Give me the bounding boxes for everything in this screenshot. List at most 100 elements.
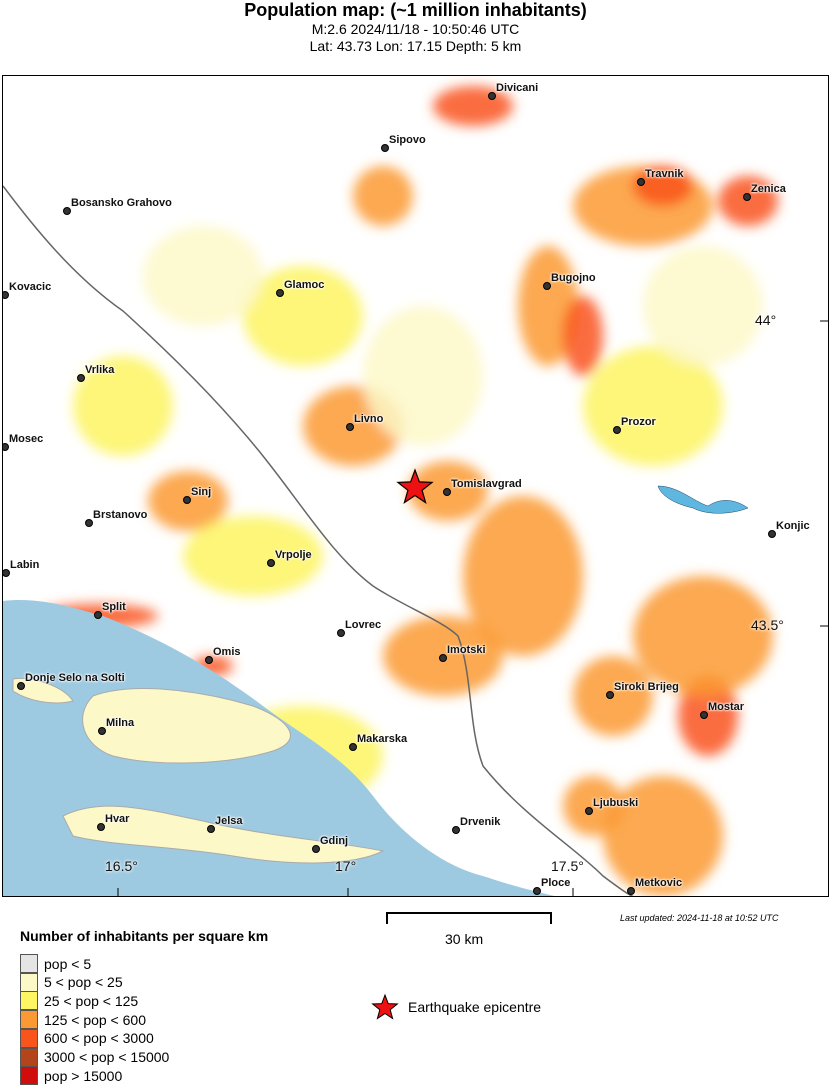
legend-item: 25 < pop < 125 xyxy=(20,991,139,1011)
city-marker xyxy=(439,654,447,662)
city-marker xyxy=(276,289,284,297)
population-patch xyxy=(243,266,363,366)
city-label: Omis xyxy=(213,646,241,658)
city-label: Glamoc xyxy=(284,279,325,291)
legend-swatch xyxy=(20,972,38,992)
population-patch xyxy=(463,496,583,656)
city-label: Hvar xyxy=(105,813,130,825)
city-label: Livno xyxy=(354,413,384,425)
map-title: Population map: (~1 million inhabitants) xyxy=(244,0,587,20)
city-marker xyxy=(207,825,215,833)
epicentre-label: Earthquake epicentre xyxy=(408,999,542,1015)
lon-label-17-5: 17.5° xyxy=(551,858,584,874)
legend-swatch xyxy=(20,1066,38,1086)
city-marker xyxy=(17,682,25,690)
city-marker xyxy=(63,207,71,215)
city-marker xyxy=(98,727,106,735)
lon-label-17: 17° xyxy=(335,858,357,874)
population-patch xyxy=(563,296,603,376)
city-marker xyxy=(267,559,275,567)
city-marker xyxy=(606,691,614,699)
city-marker xyxy=(452,826,460,834)
island-hvar xyxy=(62,805,385,864)
city-label: Lovrec xyxy=(345,619,382,631)
lat-label-43-5: 43.5° xyxy=(751,617,784,633)
island-brac xyxy=(82,688,291,764)
lon-label-16-5: 16.5° xyxy=(105,858,138,874)
legend-item: pop > 15000 xyxy=(20,1066,123,1086)
population-patch xyxy=(73,356,173,456)
legend-label: pop > 15000 xyxy=(44,1067,123,1084)
legend-item: 125 < pop < 600 xyxy=(20,1010,146,1030)
legend-title: Number of inhabitants per square km xyxy=(20,928,269,944)
legend-item: 5 < pop < 25 xyxy=(20,972,123,992)
city-marker xyxy=(743,193,751,201)
city-label: Labin xyxy=(10,559,40,571)
city-label: Milna xyxy=(106,717,135,729)
city-marker xyxy=(183,496,191,504)
city-marker xyxy=(94,611,102,619)
population-patch xyxy=(143,226,263,326)
population-patch xyxy=(353,166,413,226)
city-marker xyxy=(312,845,320,853)
city-marker xyxy=(77,374,85,382)
city-label: Sipovo xyxy=(389,134,426,146)
city-label: Siroki Brijeg xyxy=(614,681,679,693)
population-patch xyxy=(633,576,773,696)
city-marker xyxy=(381,144,389,152)
city-marker xyxy=(533,887,541,895)
population-density-layer xyxy=(38,86,778,896)
city-marker xyxy=(349,743,357,751)
city-label: Tomislavgrad xyxy=(451,478,522,490)
city-label: Vrpolje xyxy=(275,549,312,561)
legend-swatch xyxy=(20,991,38,1011)
city-label: Metkovic xyxy=(635,877,683,889)
event-location: Lat: 43.73 Lon: 17.15 Depth: 5 km xyxy=(309,38,522,54)
population-patch xyxy=(633,166,693,206)
population-patch xyxy=(363,306,483,446)
scale-bar xyxy=(386,912,552,924)
city-marker xyxy=(543,282,551,290)
city-label: Imotski xyxy=(447,644,486,656)
population-patch xyxy=(678,676,738,756)
legend-label: 125 < pop < 600 xyxy=(44,1011,146,1028)
city-label: Konjic xyxy=(776,520,810,532)
city-label: Makarska xyxy=(357,733,408,745)
city-label: Kovacic xyxy=(9,281,52,293)
city-label: Divicani xyxy=(496,82,539,94)
city-label: Bosansko Grahovo xyxy=(71,197,172,209)
population-patch xyxy=(183,516,323,596)
legend-swatch xyxy=(20,1028,38,1048)
city-marker xyxy=(3,291,9,299)
city-label: Sinj xyxy=(191,486,212,498)
legend-swatch xyxy=(20,1047,38,1067)
city-label: Mostar xyxy=(708,701,745,713)
legend-swatch xyxy=(20,954,38,973)
city-marker xyxy=(627,887,635,895)
lat-label-44: 44° xyxy=(755,312,777,328)
legend-label: pop < 5 xyxy=(44,955,92,972)
city-label: Zenica xyxy=(751,183,786,195)
population-patch xyxy=(718,176,778,226)
city-label: Drvenik xyxy=(460,816,501,828)
city-label: Ploce xyxy=(541,877,571,889)
population-patch xyxy=(583,346,723,466)
last-updated: Last updated: 2024-11-18 at 10:52 UTC xyxy=(620,913,779,923)
city-marker xyxy=(613,426,621,434)
population-map[interactable]: Divicani Sipovo Travnik Zenica Bosansko Grah… xyxy=(2,75,829,897)
city-marker xyxy=(205,656,213,664)
legend-item: 600 < pop < 3000 xyxy=(20,1028,154,1048)
event-info: M:2.6 2024/11/18 - 10:50:46 UTC xyxy=(311,21,520,37)
city-label: Prozor xyxy=(621,416,656,428)
city-marker xyxy=(346,423,354,431)
population-patch xyxy=(603,776,723,896)
city-marker xyxy=(637,178,645,186)
city-marker xyxy=(97,823,105,831)
city-label: Split xyxy=(102,601,126,613)
city-label: Vrlika xyxy=(85,364,115,376)
city-label: Mosec xyxy=(9,433,44,445)
legend-label: 25 < pop < 125 xyxy=(44,992,139,1009)
city-label: Brstanovo xyxy=(93,509,148,521)
city-label: Jelsa xyxy=(215,815,243,827)
city-marker xyxy=(488,92,496,100)
